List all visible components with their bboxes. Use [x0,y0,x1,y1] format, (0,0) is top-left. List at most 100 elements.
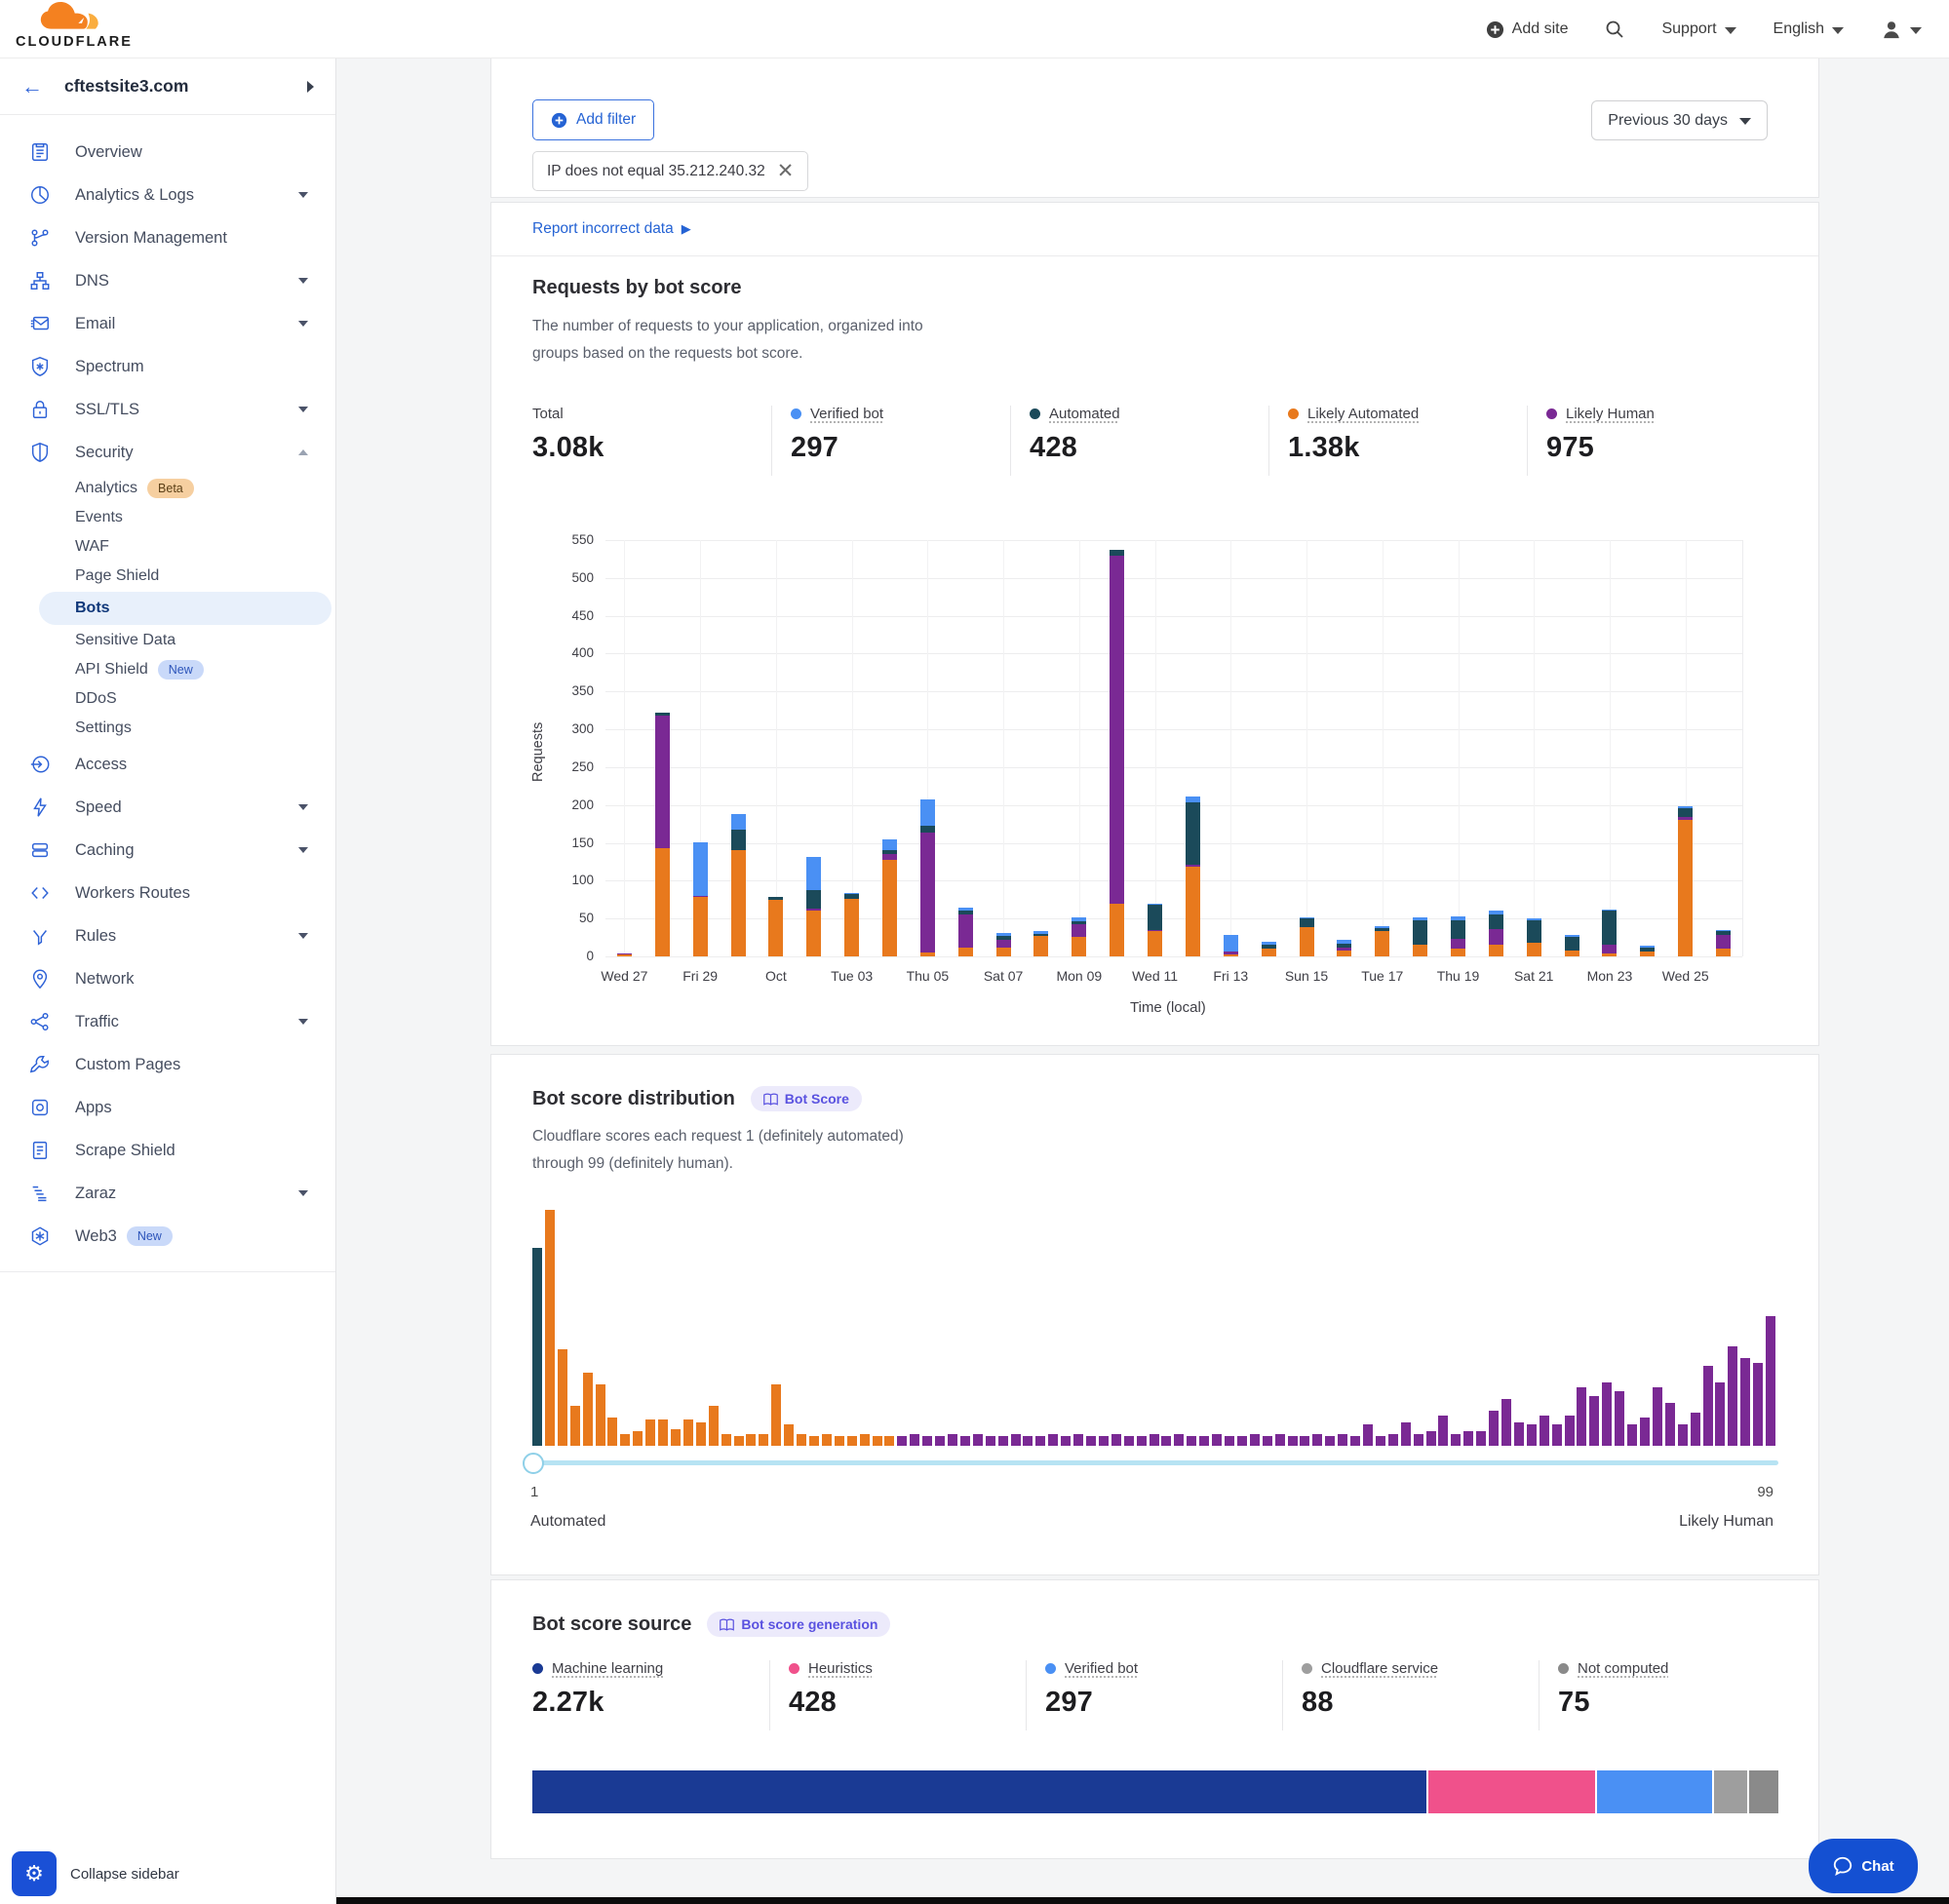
stacked-bar [1223,934,1238,956]
chat-button[interactable]: Chat [1809,1839,1918,1893]
stacked-bar [1375,925,1390,956]
histogram-bar-score-35 [959,1436,970,1446]
sidebar-subitem-analytics[interactable]: Analytics Beta [0,474,335,503]
bar-segment-verified-bot [1640,946,1656,948]
stacked-bar [1678,806,1694,956]
chevron-down-icon [1832,26,1844,34]
date-range-select[interactable]: Previous 30 days [1591,100,1768,140]
stacked-bar [730,814,746,956]
cloudflare-logo[interactable]: CLOUDFLARE [16,2,133,50]
histogram-bar-score-64 [1325,1436,1336,1446]
score-slider-handle-min[interactable] [523,1453,544,1474]
stat-label[interactable]: Likely Human [1566,406,1655,422]
chevron-down-icon [1724,26,1736,34]
search-button[interactable] [1605,19,1624,39]
y-axis-tick: 150 [571,835,594,850]
histogram-bar-score-26 [846,1436,857,1446]
sidebar-subitem-label: Settings [75,719,132,736]
sidebar-item-traffic[interactable]: Traffic [0,1000,335,1043]
stat-label[interactable]: Verified bot [810,406,884,422]
beta-badge: Beta [147,479,194,498]
sidebar-item-label: Email [75,314,116,332]
remove-filter-icon[interactable]: ✕ [776,160,795,182]
account-menu[interactable] [1881,19,1922,40]
sidebar-item-spectrum[interactable]: Spectrum [0,345,335,388]
sidebar-item-workers-routes[interactable]: Workers Routes [0,872,335,914]
stat-label[interactable]: Heuristics [808,1660,873,1677]
chevron-down-icon [298,192,308,198]
stat-label[interactable]: Machine learning [552,1660,664,1677]
histogram-bar-score-98 [1753,1363,1764,1446]
bar-segment-likely-automated [1451,949,1465,956]
sidebar-item-version-management[interactable]: Version Management [0,216,335,259]
sidebar-subitem-api-shield[interactable]: API Shield New [0,655,335,684]
chevron-down-icon [298,804,308,810]
sidebar-item-custom-pages[interactable]: Custom Pages [0,1043,335,1086]
language-menu[interactable]: English [1774,20,1844,38]
collapse-sidebar-button[interactable]: Collapse sidebar [70,1865,179,1883]
sidebar-subitem-bots[interactable]: Bots [39,592,331,625]
bot-score-docs-badge[interactable]: Bot Score [750,1086,862,1111]
gridline [1003,540,1005,956]
bar-segment-likely-human [654,716,670,848]
histogram-bar-score-92 [1677,1424,1688,1446]
score-range-slider-track[interactable] [532,1460,1778,1465]
bar-segment-likely-automated [1223,954,1238,956]
stat-label[interactable]: Cloudflare service [1321,1660,1439,1677]
bot-score-generation-docs-badge[interactable]: Bot score generation [707,1612,891,1637]
sidebar-subitem-sensitive-data[interactable]: Sensitive Data [0,626,335,655]
stat-label[interactable]: Automated [1049,406,1120,422]
sidebar-item-label: Scrape Shield [75,1141,175,1159]
stacked-bar [1337,939,1352,956]
sidebar-item-overview[interactable]: Overview [0,131,335,174]
back-arrow-icon[interactable]: ← [21,73,43,98]
sidebar-item-analytics-logs[interactable]: Analytics & Logs [0,174,335,216]
sidebar-item-caching[interactable]: Caching [0,829,335,872]
stat-label[interactable]: Not computed [1578,1660,1669,1677]
sidebar-subitem-waf[interactable]: WAF [0,532,335,562]
support-menu[interactable]: Support [1661,20,1736,38]
bar-segment-verified-bot [1564,935,1579,937]
report-incorrect-data-link[interactable]: Report incorrect data ▶ [532,220,691,237]
stat-label[interactable]: Likely Automated [1307,406,1420,422]
preferences-button[interactable]: ⚙ [12,1851,57,1896]
sidebar-item-zaraz[interactable]: Zaraz [0,1172,335,1215]
sidebar-item-speed[interactable]: Speed [0,786,335,829]
bar-segment-verified-bot [995,932,1011,937]
add-filter-button[interactable]: Add filter [532,99,655,140]
gridline [605,804,1742,806]
wrench-icon [29,1054,51,1075]
sidebar-subitem-ddos[interactable]: DDoS [0,684,335,714]
sidebar-item-email[interactable]: Email [0,302,335,345]
y-axis-tick: 500 [571,569,594,585]
sidebar-item-label: Traffic [75,1012,119,1030]
sidebar-item-rules[interactable]: Rules [0,914,335,957]
sidebar-subitem-settings[interactable]: Settings [0,714,335,743]
stat-divider [1026,1660,1027,1730]
histogram-bar-score-93 [1690,1413,1700,1446]
sidebar-item-apps[interactable]: Apps [0,1086,335,1129]
histogram-bar-score-66 [1350,1436,1361,1446]
gridline [1382,540,1384,956]
gridline [605,918,1742,920]
sidebar-item-network[interactable]: Network [0,957,335,1000]
sidebar-item-security[interactable]: Security [0,431,335,474]
sidebar-subitem-events[interactable]: Events [0,503,335,532]
stat-value: 297 [791,432,838,463]
sidebar-item-dns[interactable]: DNS [0,259,335,302]
site-switcher-chevron-icon[interactable] [307,80,314,93]
bar-segment-automated [1299,918,1314,928]
sidebar-item-access[interactable]: Access [0,743,335,786]
histogram-bar-score-36 [972,1433,983,1446]
stat-label[interactable]: Verified bot [1065,1660,1139,1677]
bar-segment-verified-bot [692,841,708,896]
sidebar-item-scrape-shield[interactable]: Scrape Shield [0,1129,335,1172]
bar-segment-automated [1716,931,1732,936]
bar-segment-automated [806,889,822,910]
bar-segment-automated [844,894,860,899]
sidebar-subitem-label: Events [75,509,123,525]
add-site-button[interactable]: Add site [1486,20,1568,39]
sidebar-item-ssl-tls[interactable]: SSL/TLS [0,388,335,431]
sidebar-item-web3[interactable]: Web3 New [0,1215,335,1258]
sidebar-subitem-page-shield[interactable]: Page Shield [0,562,335,591]
